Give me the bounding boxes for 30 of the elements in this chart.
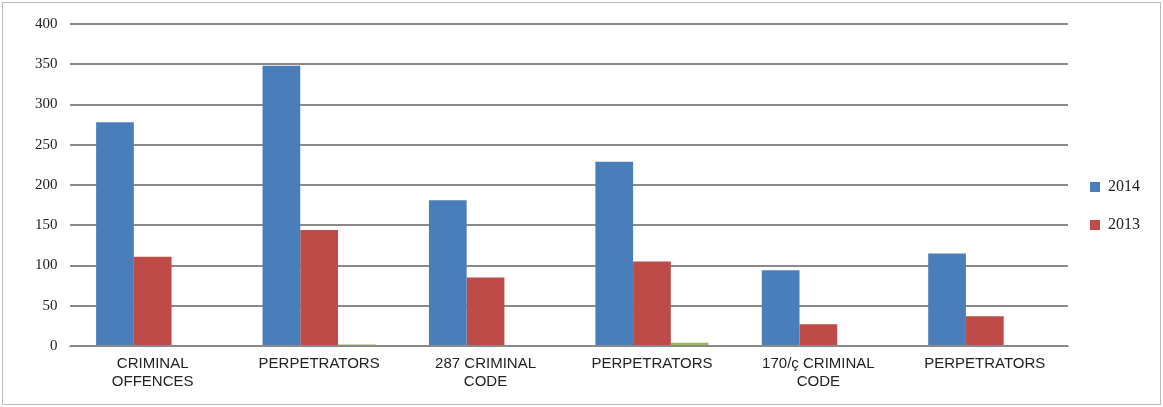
bar: [761, 270, 800, 345]
y-tick-label: 50: [42, 296, 58, 313]
bar: [670, 342, 709, 345]
legend-label: 2014: [1108, 177, 1140, 195]
bar: [595, 161, 634, 345]
bar: [799, 324, 838, 345]
y-tick-label: 0: [50, 336, 58, 353]
bar: [262, 65, 301, 345]
x-tick-label: PERPETRATORS: [924, 354, 1046, 372]
y-tick-label: 150: [35, 216, 58, 233]
bar: [633, 261, 671, 345]
y-tick-label: 100: [35, 256, 58, 273]
y-tick-label: 250: [35, 135, 58, 152]
y-tick-label: 200: [35, 175, 58, 192]
bar: [300, 230, 338, 345]
bar: [965, 316, 1004, 345]
y-tick-label: 350: [35, 55, 58, 72]
x-tick-label: PERPETRATORS: [591, 354, 713, 372]
y-tick-label: 400: [35, 14, 58, 31]
x-tick-label: PERPETRATORS: [258, 354, 380, 372]
x-tick-label: 170/ç CRIMINAL CODE: [762, 354, 875, 390]
bar: [928, 253, 966, 345]
bar: [96, 122, 134, 345]
x-tick-label: CRIMINAL OFFENCES: [111, 354, 194, 390]
y-tick-label: 300: [35, 95, 58, 112]
legend-label: 2013: [1108, 215, 1140, 233]
bar: [133, 256, 172, 345]
bar: [466, 277, 505, 345]
x-tick-label: 287 CRIMINAL CODE: [435, 354, 536, 390]
bar: [428, 200, 467, 345]
